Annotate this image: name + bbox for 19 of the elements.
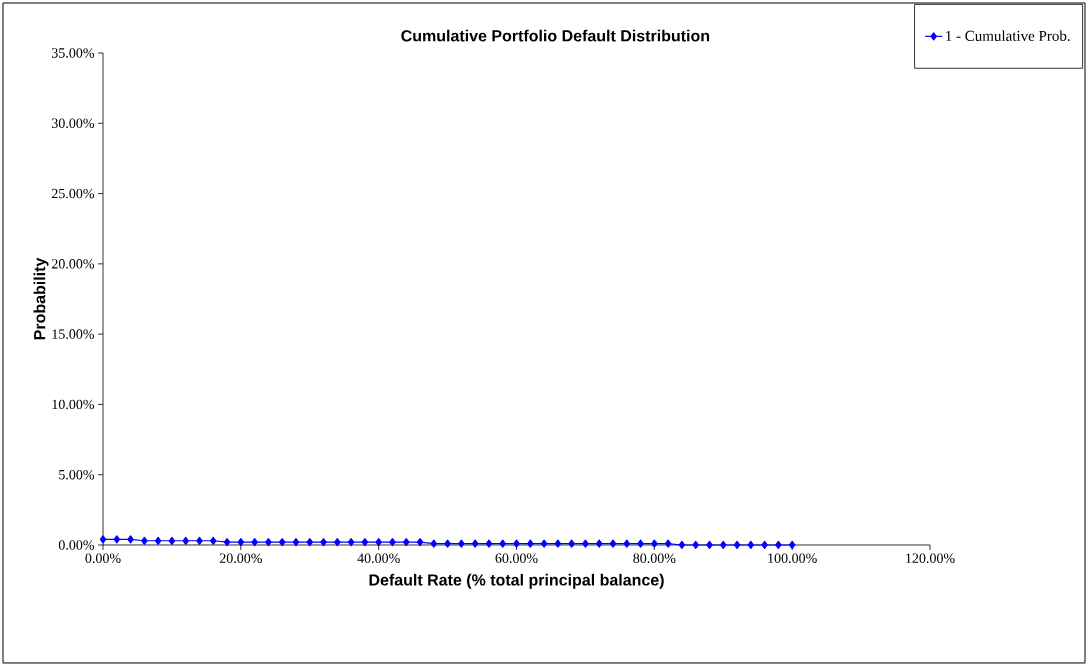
y-tick-label: 10.00% (52, 399, 95, 410)
y-tick-label: 25.00% (51, 188, 95, 199)
x-tick-label: 60.00% (495, 553, 538, 564)
x-tick-label: 100.00% (768, 553, 817, 564)
y-tick-label: 15.00% (52, 329, 95, 339)
y-tick-label: 35.00% (52, 48, 95, 58)
legend-label: 1 - Cumulative Prob. (946, 30, 1070, 41)
y-tick-label: 30.00% (52, 118, 95, 129)
x-tick-label: 120.00% (906, 553, 955, 564)
chart-title: Cumulative Portfolio Default Distribution (401, 29, 710, 42)
y-tick-label: 20.00% (51, 259, 95, 269)
y-axis-title: Probability (33, 257, 49, 340)
x-tick-label: 20.00% (219, 553, 262, 564)
x-tick-label: 0.00% (85, 553, 121, 564)
x-tick-label: 80.00% (633, 553, 676, 564)
y-tick-label: 5.00% (59, 469, 95, 480)
y-tick-label: 0.00% (58, 540, 95, 550)
x-axis-title: Default Rate (% total principal balance) (369, 573, 664, 589)
x-tick-label: 40.00% (357, 553, 400, 564)
